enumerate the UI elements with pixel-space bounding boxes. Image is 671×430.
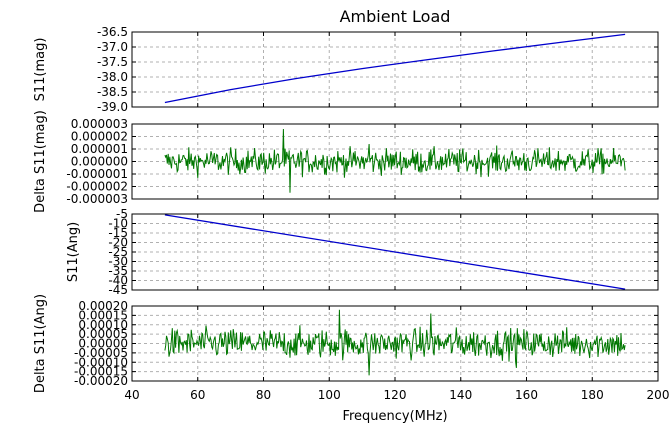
- x-axis: 40 60 80 100 120 140 160 180 200: [124, 388, 669, 402]
- panel-delta-s11-mag: 0.0000030.0000020.0000010.000000-0.00000…: [33, 110, 659, 213]
- y-tick-label: -0.00015: [74, 365, 128, 379]
- x-tick-label: 40: [124, 388, 139, 402]
- panel-s11-ang: -5-10-15-20-25-30-35-40-45 S11(Ang): [66, 207, 659, 297]
- y-tick-label: 0.000002: [71, 130, 128, 144]
- x-tick-label: 180: [581, 388, 604, 402]
- y-tick-label: -0.00005: [74, 346, 128, 360]
- y-axis-label: S11(mag): [33, 38, 48, 102]
- plot-frame: [131, 31, 659, 108]
- y-tick-label: -45: [108, 283, 128, 297]
- series-line-s11-mag: [164, 33, 626, 104]
- x-tick-label: 100: [318, 388, 341, 402]
- y-tick-label: -0.00020: [74, 374, 128, 388]
- panel-s11-mag: -36.5-37.0-37.5-38.0-38.5-39.0 S11(mag): [33, 25, 659, 114]
- y-tick-label: -20: [108, 236, 128, 250]
- y-tick-label: 0.000003: [71, 117, 128, 131]
- y-tick-label: 0.00020: [78, 299, 128, 313]
- y-tick-label: 0.00000: [78, 337, 128, 351]
- y-axis-label: S11(Ang): [66, 222, 81, 282]
- series-line-s11-ang: [164, 214, 626, 290]
- plot-frame: [131, 305, 659, 382]
- y-tick-label: -0.000003: [66, 192, 128, 206]
- y-tick-label: 0.00005: [78, 327, 128, 341]
- y-tick-label: -25: [108, 245, 128, 259]
- y-tick-label: -0.000002: [66, 180, 128, 194]
- series-line-delta-s11-mag: [164, 128, 626, 193]
- panel-delta-s11-ang: 0.000200.000150.000100.000050.00000-0.00…: [33, 294, 659, 393]
- y-tick-label: -38.0: [97, 70, 128, 84]
- y-tick-label: 0.000000: [71, 155, 128, 169]
- y-tick-label: -40: [108, 274, 128, 288]
- y-tick-label: -37.5: [97, 55, 128, 69]
- y-tick-label: -5: [116, 207, 128, 221]
- y-tick-label: -35: [108, 264, 128, 278]
- y-tick-label: 0.000001: [71, 142, 128, 156]
- x-axis-label: Frequency(MHz): [342, 409, 447, 424]
- x-tick-label: 140: [449, 388, 472, 402]
- y-axis-label: Delta S11(mag): [33, 110, 48, 213]
- y-tick-label: -0.00010: [74, 355, 128, 369]
- plot-frame: [131, 123, 659, 200]
- y-tick-label: 0.00015: [78, 308, 128, 322]
- series-line-delta-s11-ang: [164, 309, 626, 376]
- y-tick-label: -30: [108, 255, 128, 269]
- x-tick-label: 160: [515, 388, 538, 402]
- y-tick-label: -38.5: [97, 85, 128, 99]
- y-axis-label: Delta S11(Ang): [33, 294, 48, 393]
- x-tick-label: 200: [647, 388, 670, 402]
- chart-title: Ambient Load: [340, 7, 451, 26]
- y-tick-label: 0.00010: [78, 318, 128, 332]
- y-tick-label: -36.5: [97, 25, 128, 39]
- plot-frame: [131, 213, 659, 291]
- panels: -36.5-37.0-37.5-38.0-38.5-39.0 S11(mag) 0.…: [33, 25, 659, 393]
- x-tick-label: 60: [190, 388, 205, 402]
- x-tick-label: 120: [384, 388, 407, 402]
- y-tick-label: -15: [108, 226, 128, 240]
- y-tick-label: -39.0: [97, 100, 128, 114]
- x-tick-label: 80: [256, 388, 271, 402]
- y-tick-label: -37.0: [97, 40, 128, 54]
- y-tick-label: -10: [108, 217, 128, 231]
- y-tick-label: -0.000001: [66, 167, 128, 181]
